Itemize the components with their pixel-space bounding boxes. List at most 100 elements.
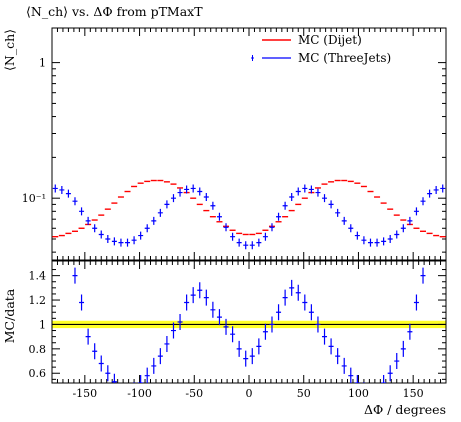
ratio-point [302,294,308,311]
threejets-point [216,212,222,221]
threejets-point [276,212,282,221]
threejets-point [111,237,117,246]
ratio-plot-panel: 0.6 0.8 1 1.2 1.4 -150 -100 -50 0 50 100 150 [29,260,447,400]
ratio-point [72,267,78,284]
threejets-point [223,223,229,232]
ratio-point [315,316,321,333]
ratio-point [308,304,314,321]
threejets-point [125,238,131,247]
threejets-point [289,193,295,202]
threejets-point [144,224,150,233]
ratio-point [98,355,104,372]
threejets-point [157,208,163,217]
ratio-point [335,348,341,365]
threejets-point [138,231,144,240]
threejets-point [302,184,308,193]
threejets-point [131,236,137,245]
threejets-point [269,223,275,232]
x-tick-label: 100 [348,387,369,400]
threejets-point [315,188,321,197]
ratio-point [85,328,91,345]
ratio-y-tick-label: 1.4 [29,270,47,283]
threejets-point [262,232,268,241]
threejets-point [367,238,373,247]
threejets-point [72,197,78,206]
ratio-y-tick-label: 1.2 [29,294,47,307]
threejets-point [230,232,236,241]
threejets-point [151,216,157,225]
x-tick-label: -50 [185,387,203,400]
threejets-point [420,197,426,206]
threejets-point [354,231,360,240]
threejets-point [105,234,111,243]
threejets-point [256,238,262,247]
ratio-point [322,328,328,345]
threejets-point [413,207,419,216]
threejets-point [170,194,176,203]
ratio-point [230,326,236,343]
threejets-point [440,184,446,193]
ratio-point [276,304,282,321]
ratio-point [375,384,380,400]
ratio-point [111,373,117,383]
x-tick-label: 50 [297,387,311,400]
ratio-point [223,318,229,335]
threejets-point [203,193,209,202]
ratio-point [400,340,406,357]
threejets-point [164,200,170,209]
ratio-point [92,343,98,360]
ratio-point [420,267,426,284]
threejets-point [177,188,183,197]
threejets-point [335,208,341,217]
ratio-point [407,323,413,340]
ratio-y-tick-label: 0.6 [29,367,47,380]
x-tick-label: 0 [246,387,253,400]
ratio-point [138,375,144,383]
threejets-point [394,230,400,239]
main-plot-y-label: ⟨N_ch⟩ [2,29,17,71]
legend-point-threejets [251,55,254,61]
threejets-point [427,189,433,198]
ratio-point [348,367,354,383]
ratio-point [256,338,262,355]
threejets-point [322,194,328,203]
ratio-point [203,289,209,306]
threejets-point [328,200,334,209]
main-y-tick-label: 1 [39,57,46,70]
threejets-point [433,185,439,194]
ratio-point [354,375,360,383]
ratio-points [72,267,426,400]
ratio-point [236,340,242,357]
threejets-point [190,184,196,193]
ratio-point [394,353,400,370]
ratio-point [164,335,170,352]
ratio-point [177,314,183,330]
ratio-y-tick-label: 1 [39,318,46,331]
threejets-point [381,237,387,246]
ratio-point [190,287,196,304]
ratio-plot-y-label: MC/data [2,288,17,343]
threejets-point [184,185,190,194]
ratio-point [170,322,176,339]
threejets-point [361,236,367,245]
ratio-point [243,350,249,367]
threejets-point [341,216,347,225]
x-tick-label: -100 [127,387,152,400]
main-plot-panel: 1 10⁻¹ [22,27,447,261]
ratio-point [118,384,123,400]
ratio-point [197,282,203,299]
ratio-point [249,348,255,365]
ratio-point [328,338,334,355]
threejets-point [197,187,203,196]
threejets-point [295,187,301,196]
ratio-point [184,294,190,311]
ratio-point [341,357,347,374]
threejets-point [210,201,216,210]
ratio-point [387,365,393,382]
x-axis-label: ΔΦ / degrees [364,402,446,417]
legend: MC (Dijet) MC (ThreeJets) [251,33,391,65]
main-y-tick-label: 10⁻¹ [22,192,46,205]
ratio-point [216,309,222,326]
threejets-point [65,189,71,198]
